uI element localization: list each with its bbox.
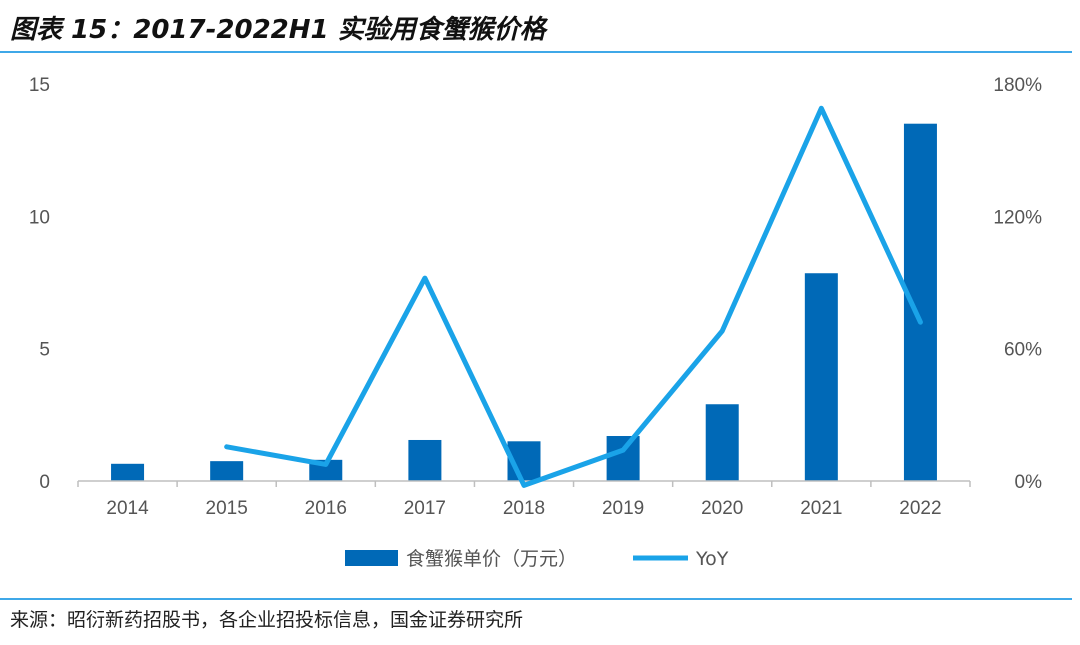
bar-2017 bbox=[408, 439, 442, 481]
y-left-tick-label: 0 bbox=[39, 472, 50, 493]
x-tick-label: 2020 bbox=[701, 498, 743, 519]
bar-2015 bbox=[210, 461, 244, 481]
bottom-divider bbox=[0, 598, 1072, 600]
x-tick-label: 2022 bbox=[899, 498, 941, 519]
x-tick-label: 2014 bbox=[106, 498, 149, 519]
bar-2021 bbox=[804, 273, 838, 481]
yoy-line bbox=[224, 105, 923, 488]
y-left-tick-label: 5 bbox=[39, 340, 50, 361]
legend-bar-swatch bbox=[345, 550, 398, 566]
x-tick-label: 2015 bbox=[206, 498, 248, 519]
y-left-tick-label: 10 bbox=[29, 207, 50, 228]
x-tick-label: 2021 bbox=[800, 498, 842, 519]
bar-2020 bbox=[705, 404, 739, 481]
x-tick-label: 2016 bbox=[305, 498, 347, 519]
y-right-tick-label: 180% bbox=[993, 75, 1042, 96]
chart-title: 图表 15：2017-2022H1 实验用食蟹猴价格 bbox=[10, 15, 546, 45]
bar-2019 bbox=[606, 436, 640, 481]
x-tick-label: 2018 bbox=[503, 498, 545, 519]
top-divider bbox=[0, 51, 1072, 53]
x-tick-label: 2017 bbox=[404, 498, 446, 519]
x-tick-label: 2019 bbox=[602, 498, 644, 519]
y-right-tick-label: 120% bbox=[993, 207, 1042, 228]
legend-bar-label: 食蟹猴单价（万元） bbox=[406, 548, 577, 570]
source-note: 来源：昭衍新药招股书，各企业招投标信息，国金证券研究所 bbox=[10, 609, 524, 631]
chart-panel: 2014 2015 2016 2017 2018 2019 2020 2021 2022 0 5 10… bbox=[0, 53, 1080, 598]
y-left-tick-label: 15 bbox=[29, 75, 50, 96]
legend-line-label: YoY bbox=[695, 548, 729, 570]
bar-2014 bbox=[111, 463, 145, 481]
title-bar: 图表 15：2017-2022H1 实验用食蟹猴价格 bbox=[0, 0, 1080, 54]
y-right-tick-label: 0% bbox=[1015, 472, 1043, 493]
combo-chart: 2014 2015 2016 2017 2018 2019 2020 2021 2022 0 5 10… bbox=[29, 75, 1043, 570]
y-right-tick-label: 60% bbox=[1004, 340, 1042, 361]
